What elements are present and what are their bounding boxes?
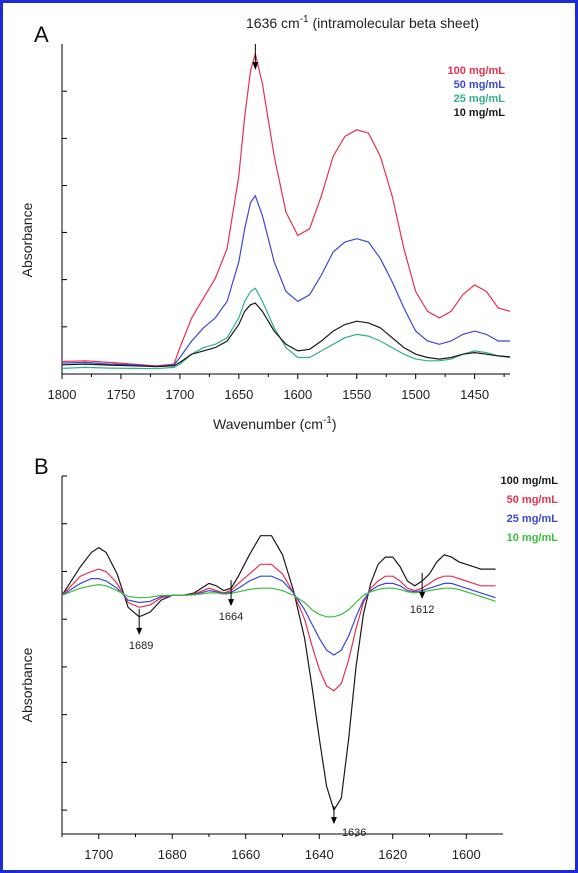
panel-a-series-line: [61, 194, 510, 368]
panel-a-xlabel: Wavenumber (cm-1): [213, 415, 337, 432]
panel-a-series-line: [61, 51, 511, 367]
panel-b-legend-entry: 25 mg/mL: [507, 513, 559, 525]
panel-a-x-tick-label: 1750: [106, 387, 135, 402]
panel-b-peak-label: 1664: [219, 611, 243, 623]
panel-a-series-line: [61, 302, 511, 368]
panel-b-x-tick-label: 1700: [84, 847, 113, 862]
panel-a-legend-entry: 10 mg/mL: [454, 107, 506, 119]
panel-b-x-tick-label: 1620: [378, 847, 407, 862]
panel-a-x-tick-label: 1550: [342, 387, 371, 402]
panel-b-x-tick-label: 1640: [305, 847, 334, 862]
panel-b-legend-entry: 10 mg/mL: [507, 532, 559, 544]
panel-b-peak-label: 1612: [410, 604, 434, 616]
panel-b-x-tick-label: 1600: [452, 847, 481, 862]
panel-b-legend-entry: 50 mg/mL: [507, 494, 559, 506]
panel-b-legend-entry: 100 mg/mL: [501, 475, 559, 487]
panel-b-arrow-head: [228, 599, 235, 607]
panel-b-arrow-head: [330, 817, 337, 825]
panel-b-arrow-head: [136, 627, 143, 635]
panel-a-x-tick-label: 1450: [460, 387, 489, 402]
panel-a-x-tick-label: 1800: [48, 387, 77, 402]
panel-b-peak-label: 1636: [342, 827, 366, 839]
panel-b-x-tick-label: 1660: [231, 847, 260, 862]
panel-b-series-line: [61, 575, 496, 656]
panel-a-legend-entry: 100 mg/mL: [448, 65, 506, 77]
panel-a-legend-entry: 50 mg/mL: [454, 79, 506, 91]
panel-a-series-line: [61, 287, 511, 370]
panel-a-arrow-head: [252, 62, 259, 70]
panel-b-plot: 1700 1680 1660 1640 1620 1600 100 mg/mL 50 mg/m…: [61, 475, 559, 862]
panel-a-x-tick-label: 1500: [401, 387, 430, 402]
panel-a-letter: A: [34, 22, 49, 47]
panel-b-series-line: [61, 535, 496, 812]
panel-a-x-tick-label: 1700: [165, 387, 194, 402]
panel-b-series-line: [61, 583, 496, 618]
panel-a-ylabel: Absorbance: [19, 202, 35, 277]
panel-b-arrow-head: [419, 592, 426, 600]
panel-b-x-tick-label: 1680: [158, 847, 187, 862]
panel-a-x-tick-label: 1600: [283, 387, 312, 402]
panel-a-plot: 1800 1750 1700 1650 1600 1550 1500 1450 100 mg/m…: [48, 44, 511, 402]
panel-b-ylabel: Absorbance: [19, 647, 35, 722]
panel-b-series-line: [61, 563, 496, 692]
panel-a-legend-entry: 25 mg/mL: [454, 93, 506, 105]
panel-b-peak-label: 1689: [129, 640, 153, 652]
panel-a-title: 1636 cm-1 (intramolecular beta sheet): [246, 14, 479, 31]
panel-a-x-tick-label: 1650: [224, 387, 253, 402]
panel-b-letter: B: [34, 454, 49, 479]
